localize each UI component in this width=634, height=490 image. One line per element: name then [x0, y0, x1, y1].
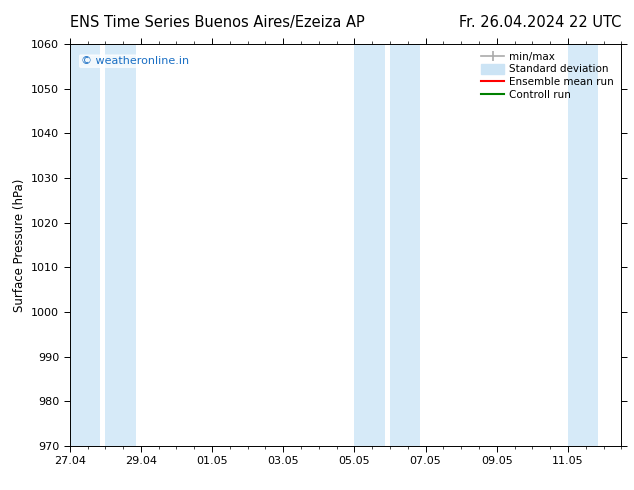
Y-axis label: Surface Pressure (hPa): Surface Pressure (hPa) — [13, 178, 25, 312]
Bar — [105, 44, 136, 446]
Text: ENS Time Series Buenos Aires/Ezeiza AP: ENS Time Series Buenos Aires/Ezeiza AP — [70, 15, 365, 30]
Bar — [390, 44, 420, 446]
Bar — [70, 44, 100, 446]
Text: © weatheronline.in: © weatheronline.in — [81, 56, 189, 66]
Text: Fr. 26.04.2024 22 UTC: Fr. 26.04.2024 22 UTC — [459, 15, 621, 30]
Legend: min/max, Standard deviation, Ensemble mean run, Controll run: min/max, Standard deviation, Ensemble me… — [479, 49, 616, 102]
Bar — [354, 44, 385, 446]
Bar — [568, 44, 598, 446]
